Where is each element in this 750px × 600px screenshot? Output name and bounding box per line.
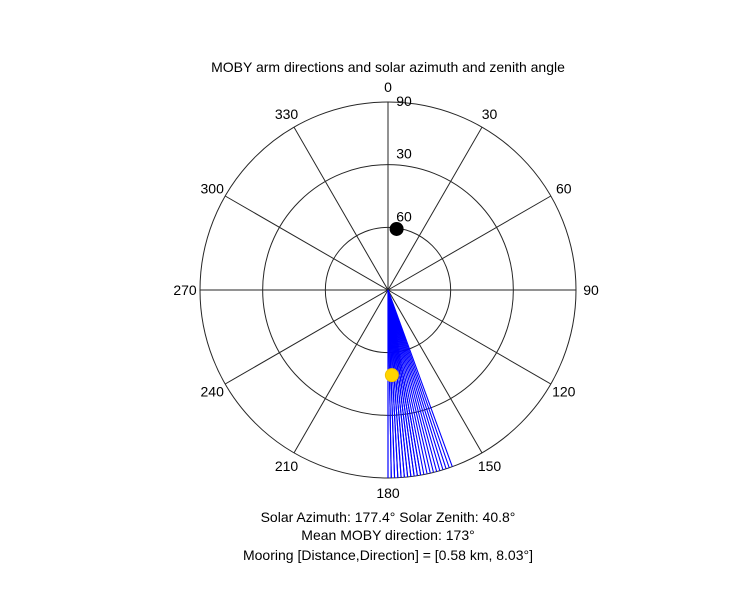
- solar-info-line: Solar Azimuth: 177.4° Solar Zenith: 40.8…: [261, 509, 516, 525]
- arm-ray-18: [387, 289, 453, 467]
- spoke-240: [224, 289, 389, 385]
- mooring-marker: [389, 221, 404, 236]
- arm-direction-rays: [387, 289, 453, 478]
- spoke-60: [387, 195, 552, 291]
- angle-tick-180: 180: [376, 485, 400, 501]
- radial-tick-30: 30: [396, 146, 412, 162]
- angle-tick-150: 150: [478, 458, 502, 474]
- tick-labels: 0 30 60 90 120 150 180 210 240 270 300 330 90 60 30: [173, 79, 599, 501]
- spoke-330: [293, 126, 389, 291]
- arm-ray-31: [387, 289, 422, 476]
- spoke-30: [387, 126, 483, 291]
- angle-tick-300: 300: [201, 181, 225, 197]
- angle-tick-30: 30: [482, 106, 498, 122]
- angle-tick-60: 60: [556, 181, 572, 197]
- spoke-120: [387, 289, 552, 385]
- angle-tick-270: 270: [173, 282, 197, 298]
- radial-tick-60: 60: [396, 208, 412, 224]
- spoke-300: [224, 195, 389, 291]
- angle-tick-90: 90: [583, 282, 599, 298]
- mooring-line: Mooring [Distance,Direction] = [0.58 km,…: [243, 547, 533, 563]
- angle-tick-330: 330: [275, 106, 299, 122]
- sun-marker: [384, 368, 399, 383]
- spoke-150: [387, 289, 483, 454]
- radial-tick-90: 90: [396, 93, 412, 109]
- angle-tick-120: 120: [552, 384, 576, 400]
- angle-tick-0: 0: [384, 79, 392, 95]
- moby-direction-line: Mean MOBY direction: 173°: [301, 527, 474, 543]
- angle-tick-240: 240: [201, 384, 225, 400]
- spoke-210: [293, 289, 389, 454]
- markers: [384, 221, 404, 383]
- chart-title: MOBY arm directions and solar azimuth an…: [211, 59, 565, 75]
- angle-tick-210: 210: [275, 458, 299, 474]
